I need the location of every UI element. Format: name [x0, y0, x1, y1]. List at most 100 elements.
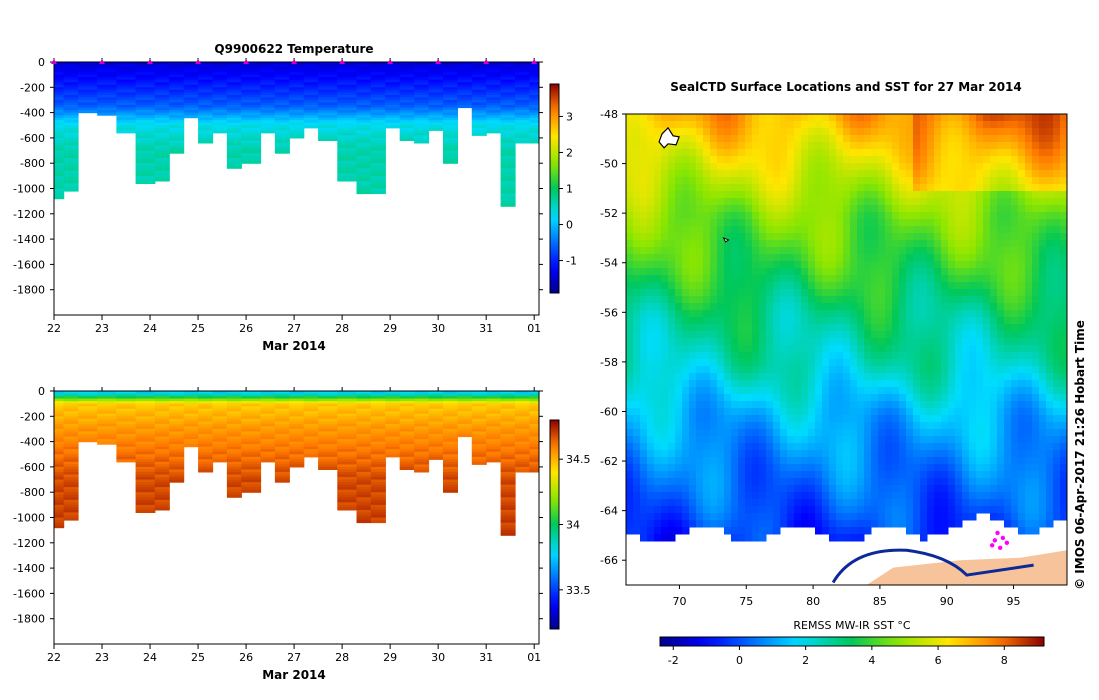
profile-cell [154, 165, 170, 169]
sst-cell [689, 289, 697, 297]
sst-cell [829, 135, 837, 143]
profile-cell [154, 406, 170, 410]
profile-cell [97, 62, 117, 66]
profile-cell [289, 401, 305, 405]
profile-cell [500, 72, 516, 76]
sst-cell [1053, 254, 1061, 262]
profile-cell [169, 403, 185, 407]
sst-cell [955, 275, 963, 283]
profile-cell [226, 439, 242, 443]
sst-cell [990, 177, 998, 185]
profile-cell [414, 461, 430, 465]
sst-cell [759, 275, 767, 283]
profile-cell [54, 461, 65, 465]
profile-cell [471, 87, 487, 91]
profile-cell [135, 87, 156, 91]
sst-cell [948, 296, 956, 304]
sst-cell [822, 226, 830, 234]
profile-cell [356, 456, 372, 460]
sst-cell [969, 163, 977, 171]
profile-cell [303, 441, 319, 445]
sst-cell [864, 324, 872, 332]
profile-cell [515, 408, 530, 412]
sst-cell [983, 303, 991, 311]
sst-cell [962, 198, 970, 206]
sst-cell [717, 184, 725, 192]
profile-cell [318, 79, 338, 83]
sst-cell [808, 380, 816, 388]
sst-cell [703, 324, 711, 332]
sst-cell [920, 156, 928, 164]
sst-cell [738, 135, 746, 143]
profile-cell [116, 115, 137, 119]
sst-cell [766, 198, 774, 206]
sst-cell [1018, 247, 1026, 255]
sst-cell [857, 261, 865, 269]
profile-cell [289, 125, 305, 129]
sst-cell [836, 240, 844, 248]
sst-cell [927, 366, 935, 374]
sst-cell [773, 296, 781, 304]
profile-cell [486, 456, 502, 460]
profile-cell [337, 492, 358, 496]
profile-cell [500, 482, 516, 486]
sst-row [626, 163, 1067, 171]
profile-cell [97, 396, 117, 400]
sst-cell [654, 163, 662, 171]
profile-cell [414, 428, 430, 432]
profile-cell [529, 135, 539, 139]
sst-cell [787, 268, 795, 276]
sst-cell [682, 324, 690, 332]
profile-cell [169, 143, 185, 147]
profile-cell [356, 69, 372, 73]
sst-cell [710, 261, 718, 269]
sst-cell [941, 233, 949, 241]
profile-cell [529, 132, 539, 136]
sst-cell [717, 114, 725, 122]
sst-cell [843, 254, 851, 262]
profile-cell [337, 150, 358, 154]
salinity-panel: 0-200-400-600-800-1000-1200-1400-1600-18… [13, 385, 590, 682]
profile-cell [135, 434, 156, 438]
profile-cell [154, 140, 170, 144]
sst-cell [717, 387, 725, 395]
sst-cell [955, 352, 963, 360]
profile-cell [116, 451, 137, 455]
sst-cell [752, 205, 760, 213]
profile-cell [135, 494, 156, 498]
sst-cell [731, 261, 739, 269]
profile-cell [399, 72, 415, 76]
profile-cell [414, 92, 430, 96]
profile-column [135, 391, 156, 513]
profile-cell [318, 434, 338, 438]
profile-cell [428, 413, 444, 417]
sst-cell [710, 303, 718, 311]
profile-cell [169, 434, 185, 438]
profile-cell [226, 99, 242, 103]
profile-cell [226, 92, 242, 96]
profile-cell [443, 155, 458, 159]
profile-cell [63, 391, 79, 395]
sst-cell [710, 254, 718, 262]
sst-cell [1018, 240, 1026, 248]
sst-cell [1004, 352, 1012, 360]
profile-cell [63, 406, 79, 410]
sst-cell [780, 289, 788, 297]
sst-cell [906, 296, 914, 304]
profile-cell [135, 79, 156, 83]
profile-cell [116, 398, 137, 402]
sst-cell [955, 226, 963, 234]
sst-cell [878, 282, 886, 290]
sst-cell [710, 387, 718, 395]
profile-cell [356, 145, 372, 149]
sst-cell [941, 170, 949, 178]
sst-cell [850, 324, 858, 332]
sst-cell [759, 198, 767, 206]
profile-cell [241, 484, 262, 488]
profile-cell [385, 115, 401, 119]
sst-cell [927, 359, 935, 367]
profile-cell [274, 127, 290, 131]
sst-cell [808, 149, 816, 157]
sst-cell [738, 156, 746, 164]
profile-cell [274, 74, 290, 78]
